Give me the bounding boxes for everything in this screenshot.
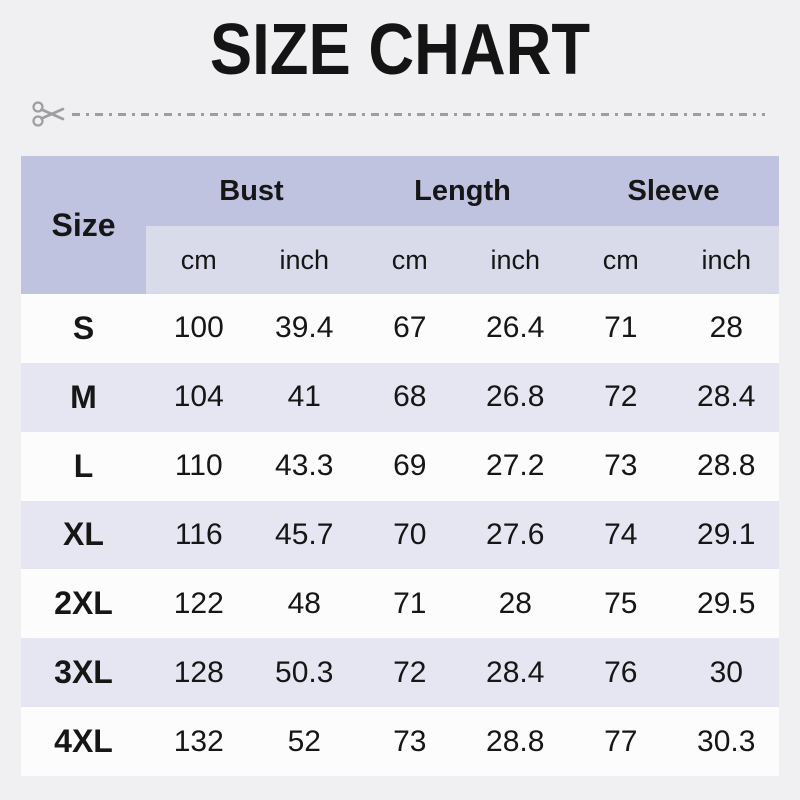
table-cell: 67 <box>357 294 463 363</box>
table-cell: 71 <box>357 569 463 639</box>
table-cell: 41 <box>251 362 357 432</box>
table-cell: 116 <box>146 500 252 570</box>
table-cell: 28.4 <box>673 362 779 432</box>
table-cell: 72 <box>568 362 674 432</box>
size-label: 2XL <box>21 569 146 639</box>
table-cell: 77 <box>568 707 674 776</box>
table-cell: 68 <box>357 362 463 432</box>
cut-line <box>31 98 765 130</box>
size-label: S <box>21 294 146 363</box>
table-cell: 30.3 <box>673 707 779 776</box>
table-cell: 71 <box>568 294 674 363</box>
dashed-line <box>72 112 765 116</box>
table-header-bust: Bust <box>146 156 357 226</box>
table-cell: 30 <box>673 638 779 708</box>
table-cell: 27.2 <box>462 431 568 501</box>
table-header-size: Size <box>21 156 146 294</box>
unit-header: inch <box>251 226 357 294</box>
table-cell: 72 <box>357 638 463 708</box>
table-cell: 27.6 <box>462 500 568 570</box>
table-cell: 28.4 <box>462 638 568 708</box>
table-cell: 48 <box>251 569 357 639</box>
table-cell: 69 <box>357 431 463 501</box>
table-cell: 74 <box>568 500 674 570</box>
table-cell: 28 <box>673 294 779 363</box>
table-header-sleeve: Sleeve <box>568 156 779 226</box>
unit-header: cm <box>568 226 674 294</box>
table-cell: 132 <box>146 707 252 776</box>
table-cell: 28.8 <box>462 707 568 776</box>
table-cell: 128 <box>146 638 252 708</box>
size-label: M <box>21 362 146 432</box>
table-cell: 29.1 <box>673 500 779 570</box>
unit-header: inch <box>462 226 568 294</box>
unit-header: inch <box>673 226 779 294</box>
size-label: XL <box>21 500 146 570</box>
scissors-icon <box>32 101 65 127</box>
table-cell: 26.4 <box>462 294 568 363</box>
size-label: L <box>21 431 146 501</box>
table-cell: 29.5 <box>673 569 779 639</box>
size-label: 3XL <box>21 638 146 708</box>
table-cell: 75 <box>568 569 674 639</box>
table-cell: 100 <box>146 294 252 363</box>
table-cell: 104 <box>146 362 252 432</box>
table-cell: 76 <box>568 638 674 708</box>
table-cell: 122 <box>146 569 252 639</box>
table-header-length: Length <box>357 156 568 226</box>
page-title: SIZE CHART <box>209 10 591 90</box>
table-cell: 39.4 <box>251 294 357 363</box>
size-table: Size Bust Length Sleeve cm inch cm inch … <box>21 156 779 776</box>
size-label: 4XL <box>21 707 146 776</box>
table-cell: 52 <box>251 707 357 776</box>
unit-header: cm <box>357 226 463 294</box>
table-cell: 73 <box>568 431 674 501</box>
table-cell: 110 <box>146 431 252 501</box>
table-cell: 50.3 <box>251 638 357 708</box>
table-cell: 73 <box>357 707 463 776</box>
table-cell: 45.7 <box>251 500 357 570</box>
unit-header: cm <box>146 226 252 294</box>
table-cell: 28 <box>462 569 568 639</box>
table-cell: 28.8 <box>673 431 779 501</box>
table-cell: 70 <box>357 500 463 570</box>
table-cell: 26.8 <box>462 362 568 432</box>
table-cell: 43.3 <box>251 431 357 501</box>
